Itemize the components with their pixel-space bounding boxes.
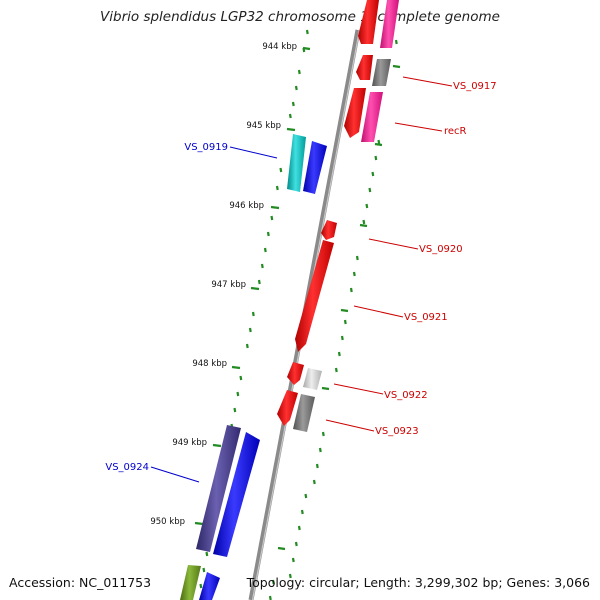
gene-label-recr[interactable]: recR: [444, 126, 467, 137]
kbp-label-947: 947 kbp: [211, 280, 246, 290]
gene-label-vs0922[interactable]: VS_0922: [384, 390, 428, 401]
leader-line-vs0922: [333, 383, 384, 395]
gene-label-vs0919[interactable]: VS_0919: [184, 142, 228, 153]
gene-arrow-red-recr[interactable]: [344, 88, 366, 138]
gene-arrow-gray-vs0923[interactable]: [293, 394, 315, 432]
kbp-label-948: 948 kbp: [192, 359, 227, 369]
kbp-label-950: 950 kbp: [150, 517, 185, 527]
gene-arrow-cyan-vs0919[interactable]: [287, 134, 306, 192]
gene-arrow-red[interactable]: [356, 55, 373, 80]
gene-arrow-blue[interactable]: [213, 432, 260, 557]
gene-arrow-red-vs0921[interactable]: [295, 240, 334, 352]
leader-line-vs0917: [402, 76, 453, 87]
gene-label-vs0917[interactable]: VS_0917: [453, 81, 497, 92]
kbp-label-945: 945 kbp: [246, 121, 281, 131]
map-title: Vibrio splendidus LGP32 chromosome 1, co…: [100, 9, 500, 25]
ruler-right: [268, 39, 398, 600]
gene-arrow-blue[interactable]: [199, 572, 220, 600]
leader-line-vs0920: [368, 238, 419, 250]
gene-arrow-pink[interactable]: [361, 92, 383, 142]
ruler-right-major: [277, 64, 401, 551]
gene-arrow-red-vs0920[interactable]: [321, 220, 337, 240]
leader-line-vs0924: [150, 466, 200, 483]
kbp-label-946: 946 kbp: [229, 201, 264, 211]
gene-arrow-red[interactable]: [358, 0, 379, 44]
gene-arrow-lightgray-vs0922[interactable]: [303, 368, 322, 390]
gene-arrow-gray-vs0917[interactable]: [372, 59, 391, 86]
accession-text: Accession: NC_011753: [9, 575, 152, 590]
gene-arrow-pink[interactable]: [380, 0, 399, 48]
gene-label-vs0920[interactable]: VS_0920: [419, 244, 463, 255]
kbp-label-949: 949 kbp: [172, 438, 207, 448]
topology-text: Topology: circular; Length: 3,299,302 bp…: [246, 575, 590, 590]
gene-arrow-red-vs0923[interactable]: [277, 390, 298, 426]
gene-label-vs0921[interactable]: VS_0921: [404, 312, 448, 323]
leader-line-vs0921: [353, 305, 404, 318]
leader-line-recr: [394, 122, 443, 132]
kbp-label-944: 944 kbp: [262, 42, 297, 52]
gene-label-vs0923[interactable]: VS_0923: [375, 426, 419, 437]
gene-arrow-purple-vs0924[interactable]: [196, 425, 241, 552]
gene-label-vs0924[interactable]: VS_0924: [105, 462, 149, 473]
gene-arrow-olive[interactable]: [180, 565, 201, 600]
gene-arrow-blue[interactable]: [303, 141, 327, 194]
ruler-major-ticks: [194, 46, 311, 526]
gene-arrow-red-vs0922[interactable]: [287, 362, 304, 385]
leader-line-vs0919: [229, 146, 278, 159]
leader-line-vs0923: [325, 419, 375, 432]
